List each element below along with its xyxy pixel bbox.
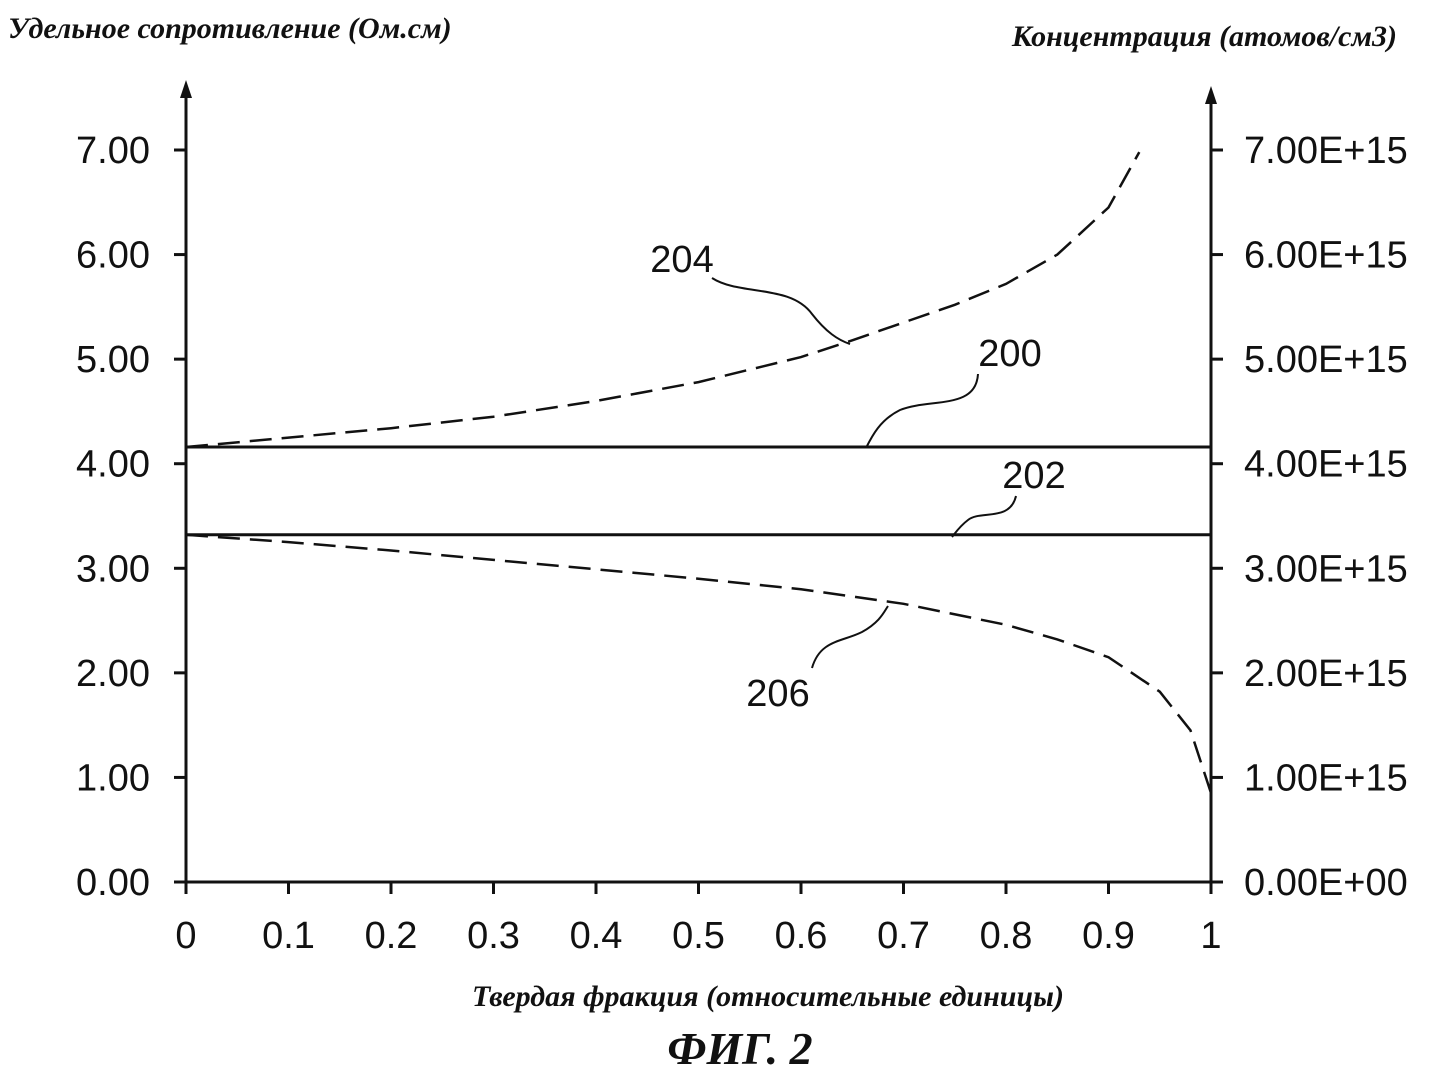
x-axis-title: Твердая фракция (относительные единицы): [472, 980, 1064, 1013]
callout-label-204: 204: [650, 239, 713, 281]
left-y-tick-label: 3.00: [76, 548, 150, 590]
callout-leader-204: [711, 277, 851, 345]
left-axis-arrow-icon: [180, 80, 192, 98]
left-y-tick-label: 2.00: [76, 653, 150, 695]
right-y-tick-label: 5.00E+15: [1244, 339, 1408, 381]
x-tick-label: 0.8: [980, 915, 1033, 957]
left-y-tick-label: 0.00: [76, 862, 150, 904]
right-y-tick-label: 2.00E+15: [1244, 653, 1408, 695]
x-tick-label: 0: [175, 915, 196, 957]
right-y-tick-label: 1.00E+15: [1244, 757, 1408, 799]
x-tick-label: 0.2: [365, 915, 418, 957]
left-y-tick-label: 6.00: [76, 235, 150, 277]
x-tick-label: 0.3: [467, 915, 520, 957]
left-axis-title: Удельное сопротивление (Ом.см): [8, 12, 452, 45]
right-y-tick-label: 0.00E+00: [1244, 862, 1408, 904]
right-axis-title: Концентрация (атомов/см3): [1011, 20, 1397, 53]
left-y-tick-label: 1.00: [76, 757, 150, 799]
right-y-tick-label: 6.00E+15: [1244, 235, 1408, 277]
left-y-tick-label: 5.00: [76, 339, 150, 381]
callout-label-202: 202: [1002, 455, 1065, 497]
series-line-206: [185, 533, 1213, 794]
right-y-tick-label: 7.00E+15: [1244, 130, 1408, 172]
callout-label-200: 200: [978, 333, 1041, 375]
figure-caption: ФИГ. 2: [667, 1023, 812, 1074]
x-tick-label: 0.4: [570, 915, 623, 957]
left-y-tick-label: 4.00: [76, 444, 150, 486]
callouts: 200 202 204 206: [650, 239, 1065, 715]
x-tick-label: 0.7: [877, 915, 930, 957]
callout-label-206: 206: [746, 673, 809, 715]
right-y-tick-label: 3.00E+15: [1244, 548, 1408, 590]
series-line-204: [185, 151, 1141, 449]
left-y-tick-label: 7.00: [76, 130, 150, 172]
callout-leader-202: [951, 495, 1017, 538]
x-tick-label: 0.9: [1082, 915, 1135, 957]
callout-leader-200: [865, 373, 979, 449]
x-tick-label: 0.6: [775, 915, 828, 957]
ticks: 0 0.1 0.2 0.3 0.4 0.5 0.6 0.7 0.8 0.9 1 0.00 1.00 2.0…: [76, 130, 1408, 957]
x-tick-label: 1: [1200, 915, 1221, 957]
series: [185, 151, 1213, 794]
callout-leader-206: [811, 605, 889, 669]
right-y-tick-label: 4.00E+15: [1244, 444, 1408, 486]
right-axis-arrow-icon: [1205, 86, 1217, 104]
x-tick-label: 0.5: [672, 915, 725, 957]
x-tick-label: 0.1: [262, 915, 315, 957]
